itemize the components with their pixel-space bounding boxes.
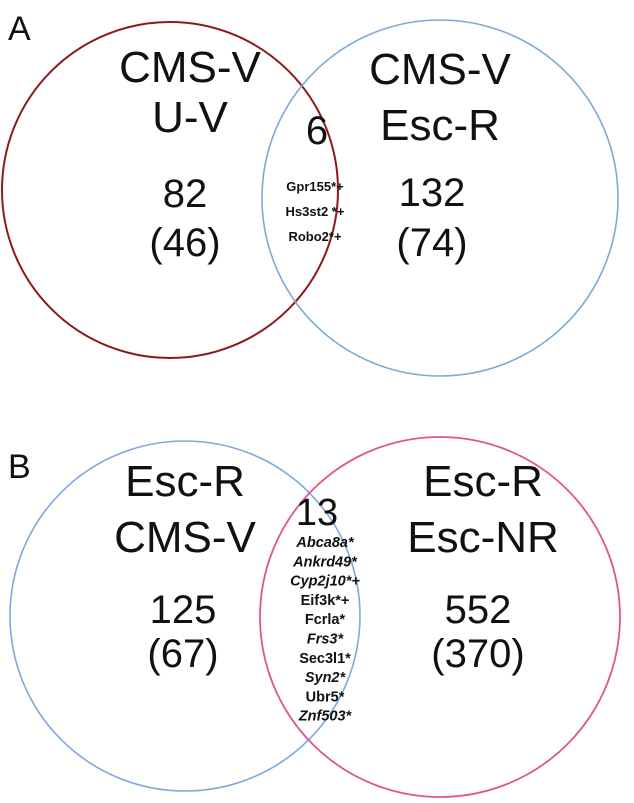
overlap-gene-label: Robo2*+ xyxy=(288,229,342,244)
overlap-b-gene-list: Abca8a* Ankrd49* Cyp2j10*+ Eif3k*+ Fcrla* Frs… xyxy=(290,535,360,725)
set-b-left-subcount: (67) xyxy=(147,632,218,676)
set-b-right-title-line2: Esc-NR xyxy=(407,513,559,562)
set-a-left-count: 82 xyxy=(163,172,208,216)
set-a-right-title-line1: CMS-V xyxy=(369,45,511,94)
panel-a: A CMS-V U-V 82 (46) CMS-V Esc-R 132 (74)… xyxy=(1,10,619,377)
overlap-a-gene-list: Gpr155*+ Hs3st2 *+ Robo2*+ xyxy=(286,179,345,244)
set-b-right-subcount: (370) xyxy=(431,632,524,676)
overlap-gene-label: Gpr155*+ xyxy=(286,179,344,194)
panel-b: B Esc-R CMS-V 125 (67) Esc-R Esc-NR 552 … xyxy=(8,436,621,798)
set-b-right-title-line1: Esc-R xyxy=(423,457,543,506)
overlap-gene-label: Fcrla* xyxy=(305,612,346,628)
set-a-left-subcount: (46) xyxy=(149,221,220,265)
set-b-left-title-line1: Esc-R xyxy=(125,457,245,506)
venn-circle-cms-v-esc-r xyxy=(261,19,619,377)
set-a-right-title-line2: Esc-R xyxy=(380,101,500,150)
venn-circle-esc-r-cms-v xyxy=(9,440,361,792)
overlap-gene-label: Eif3k*+ xyxy=(301,593,350,609)
venn-circle-cms-v-u-v xyxy=(1,21,339,359)
panel-b-label: B xyxy=(8,448,31,486)
overlap-gene-label: Frs3* xyxy=(307,632,345,648)
set-b-right-count: 552 xyxy=(445,588,512,632)
overlap-a-count: 6 xyxy=(306,109,328,153)
overlap-gene-label: Ankrd49* xyxy=(292,554,358,570)
overlap-gene-label: Hs3st2 *+ xyxy=(286,204,345,219)
overlap-gene-label: Sec3l1* xyxy=(299,651,351,667)
set-a-left-title-line1: CMS-V xyxy=(119,43,261,92)
overlap-gene-label: Syn2* xyxy=(305,670,347,686)
overlap-b-count: 13 xyxy=(296,492,338,534)
overlap-gene-label: Cyp2j10*+ xyxy=(290,574,360,590)
set-a-right-subcount: (74) xyxy=(396,221,467,265)
set-b-left-count: 125 xyxy=(150,588,217,632)
panel-a-label: A xyxy=(8,10,31,48)
venn-circle-esc-r-esc-nr xyxy=(259,436,621,798)
set-b-left-title-line2: CMS-V xyxy=(114,513,256,562)
overlap-gene-label: Abca8a* xyxy=(295,535,355,551)
set-a-left-title-line2: U-V xyxy=(152,93,228,142)
overlap-gene-label: Znf503* xyxy=(298,709,353,725)
overlap-gene-label: Ubr5* xyxy=(306,689,345,705)
set-a-right-count: 132 xyxy=(399,171,466,215)
